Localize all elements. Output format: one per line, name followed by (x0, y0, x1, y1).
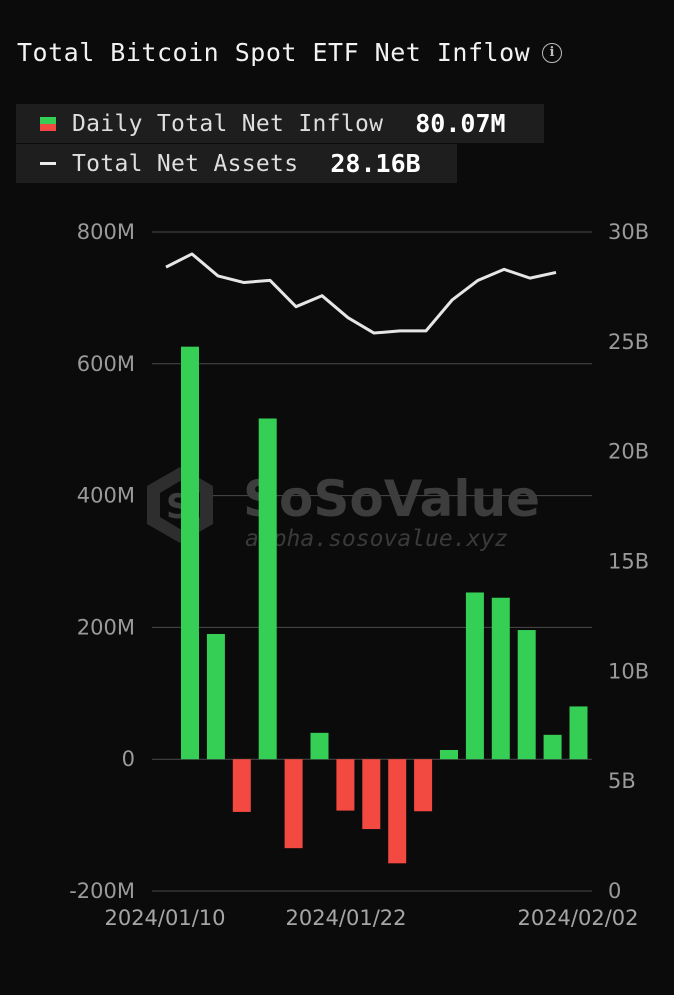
legend-line-value: 28.16B (330, 149, 421, 178)
legend-bar-value: 80.07M (415, 109, 506, 138)
inflow-bar[interactable] (232, 759, 251, 812)
inflow-bar[interactable] (517, 630, 536, 760)
chart-title: Total Bitcoin Spot ETF Net Inflow i (17, 38, 563, 67)
y-right-tick-label: 30B (608, 220, 649, 244)
legend-bar-label: Daily Total Net Inflow (72, 110, 384, 137)
y-right-tick-label: 25B (608, 330, 649, 354)
legend-total-net-assets[interactable]: Total Net Assets 28.16B (16, 144, 457, 183)
inflow-bar[interactable] (465, 592, 484, 760)
inflow-bar[interactable] (284, 759, 303, 849)
info-icon[interactable]: i (542, 42, 563, 63)
inflow-bar[interactable] (543, 734, 562, 760)
y-right-tick-label: 20B (608, 440, 649, 464)
y-axis-right: 30B 25B 20B 15B 10B 5B 0 (608, 220, 649, 903)
chart-title-text: Total Bitcoin Spot ETF Net Inflow (17, 38, 531, 67)
y-left-tick-label: 200M (77, 615, 135, 639)
y-right-tick-label: 5B (608, 769, 636, 793)
x-tick-label: 2024/01/22 (285, 906, 406, 930)
y-right-tick-label: 10B (608, 659, 649, 683)
inflow-bar[interactable] (440, 749, 458, 760)
y-left-tick-label: -200M (69, 879, 135, 903)
inflow-bar[interactable] (569, 706, 588, 760)
line-swatch-icon (40, 162, 56, 165)
x-tick-label: 2024/01/10 (104, 906, 225, 930)
bar-series (181, 346, 588, 864)
y-left-tick-label: 400M (77, 484, 135, 508)
x-tick-label: 2024/02/02 (517, 906, 638, 930)
legend-daily-net-inflow[interactable]: Daily Total Net Inflow 80.07M (16, 104, 544, 143)
y-left-tick-label: 0 (122, 747, 135, 771)
y-right-tick-label: 15B (608, 550, 649, 574)
inflow-bar[interactable] (181, 346, 199, 760)
watermark-url: alpha.sosovalue.xyz (245, 526, 508, 552)
y-left-tick-label: 800M (77, 220, 135, 244)
inflow-bar[interactable] (414, 759, 433, 812)
inflow-bar[interactable] (388, 759, 407, 864)
inflow-bar[interactable] (310, 732, 329, 760)
inflow-bar[interactable] (491, 597, 510, 760)
sosovalue-logo-icon: S (147, 467, 213, 543)
bar-swatch-icon (40, 116, 56, 131)
line-series (165, 252, 557, 335)
inflow-bar[interactable] (258, 418, 277, 760)
inflow-bar[interactable] (362, 759, 381, 830)
y-axis-left: 800M 600M 400M 200M 0 -200M (69, 220, 135, 903)
y-right-tick-label: 0 (608, 879, 621, 903)
inflow-bar[interactable] (336, 759, 355, 811)
watermark-logo-text: SoSoValue (243, 470, 540, 528)
y-left-tick-label: 600M (77, 352, 135, 376)
inflow-bar[interactable] (206, 633, 225, 760)
watermark: S SoSoValue alpha.sosovalue.xyz (147, 467, 540, 552)
net-assets-line[interactable] (165, 252, 557, 335)
x-axis: 2024/01/10 2024/01/22 2024/02/02 (104, 906, 638, 930)
legend-line-label: Total Net Assets (72, 150, 299, 177)
